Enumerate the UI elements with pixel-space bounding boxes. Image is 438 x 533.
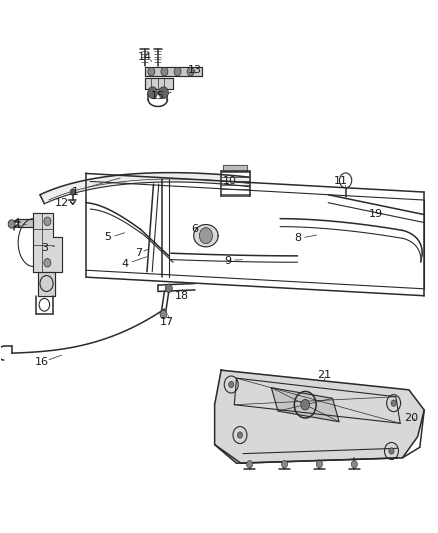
Circle shape	[8, 220, 15, 228]
Text: 3: 3	[41, 243, 48, 253]
Circle shape	[148, 87, 157, 99]
Text: 8: 8	[294, 233, 301, 244]
Text: 5: 5	[104, 232, 111, 243]
Polygon shape	[215, 370, 424, 463]
Polygon shape	[194, 224, 218, 247]
Text: 19: 19	[369, 209, 383, 220]
Text: 2: 2	[12, 220, 20, 230]
Text: 18: 18	[175, 290, 189, 301]
Circle shape	[282, 461, 288, 468]
Polygon shape	[18, 219, 33, 227]
Circle shape	[44, 217, 51, 225]
Circle shape	[301, 399, 310, 410]
Circle shape	[174, 67, 181, 76]
Circle shape	[247, 461, 253, 468]
Circle shape	[160, 310, 167, 319]
Text: 7: 7	[134, 248, 142, 258]
Text: 17: 17	[159, 317, 174, 327]
Polygon shape	[145, 78, 173, 90]
Text: 4: 4	[122, 259, 129, 269]
Text: 1: 1	[71, 187, 78, 197]
Text: 14: 14	[138, 52, 152, 61]
Text: 10: 10	[223, 176, 237, 187]
Text: 20: 20	[404, 413, 418, 423]
Text: 21: 21	[317, 370, 331, 381]
Polygon shape	[38, 272, 55, 296]
Circle shape	[70, 189, 75, 195]
Circle shape	[237, 432, 243, 438]
Circle shape	[44, 259, 51, 267]
Text: 13: 13	[188, 65, 202, 75]
Text: 6: 6	[191, 224, 198, 235]
Circle shape	[229, 381, 234, 387]
Circle shape	[199, 228, 212, 244]
Text: 11: 11	[334, 176, 348, 187]
Circle shape	[148, 67, 155, 76]
Text: 12: 12	[55, 198, 69, 208]
Circle shape	[165, 284, 172, 293]
Circle shape	[187, 67, 194, 76]
Polygon shape	[272, 387, 339, 422]
Circle shape	[316, 461, 322, 468]
Polygon shape	[33, 213, 62, 272]
Polygon shape	[145, 67, 201, 76]
Circle shape	[391, 400, 396, 406]
Polygon shape	[40, 173, 250, 204]
Circle shape	[389, 448, 394, 454]
Text: 16: 16	[35, 357, 49, 367]
Polygon shape	[223, 165, 247, 171]
Text: 9: 9	[224, 256, 231, 266]
Text: 15: 15	[151, 91, 165, 101]
Circle shape	[161, 67, 168, 76]
Circle shape	[159, 87, 168, 99]
Circle shape	[351, 461, 357, 468]
